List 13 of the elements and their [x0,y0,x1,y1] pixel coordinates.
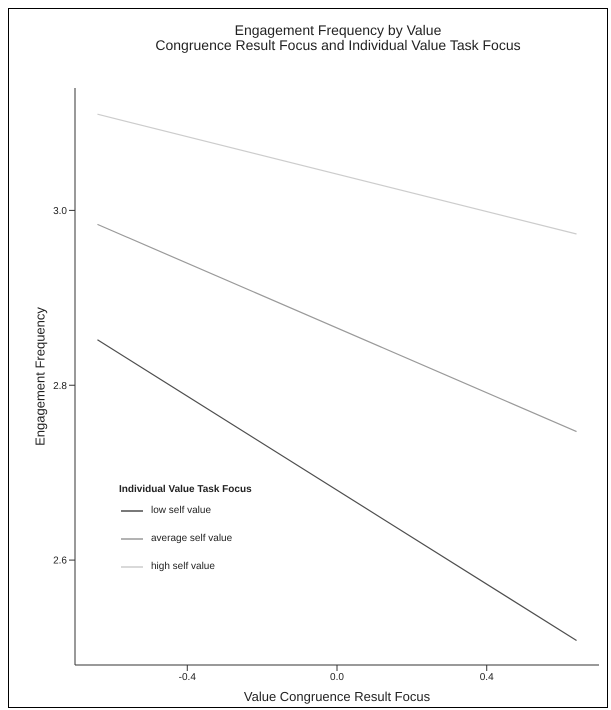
y-axis-title: Engagement Frequency [32,306,48,446]
legend-label: low self value [151,505,212,516]
x-tick-label: 0.4 [480,672,494,684]
x-tick-label: 0.0 [330,672,344,684]
y-tick-label: 2.8 [53,380,68,392]
y-tick-label: 2.6 [53,556,68,567]
chart-title: Engagement Frequency by Value Congruence Result Focus and Individual Value Task Focus [154,22,522,53]
legend-label: average self value [151,533,232,544]
y-tick-label: 3.0 [53,206,68,217]
legend-label: high self value [151,561,215,572]
x-tick-label: -0.4 [178,672,196,684]
legend-title: Individual Value Task Focus [119,484,252,495]
x-axis-title: Value Congruence Result Focus [244,689,431,704]
